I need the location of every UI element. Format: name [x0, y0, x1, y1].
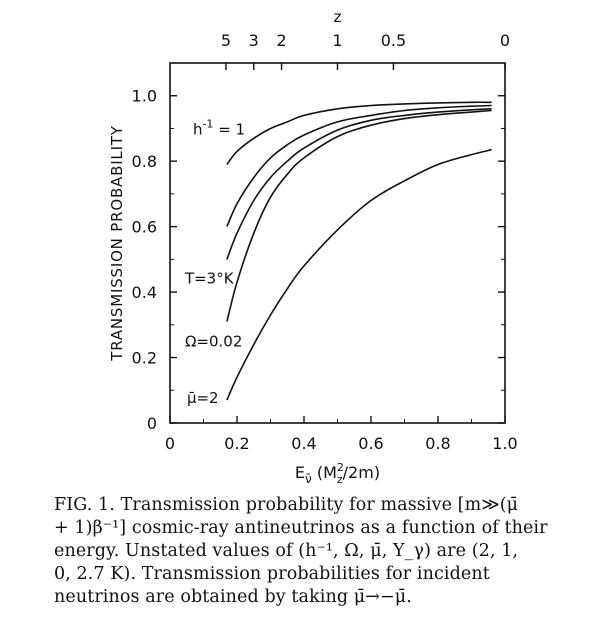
- x-axis-title-part: 2: [337, 461, 344, 474]
- y-tick-label: 1.0: [132, 87, 157, 106]
- curve-label-sup: -1: [202, 117, 213, 130]
- series-line-2: [226, 104, 492, 227]
- curve-label: Ω=0.02: [185, 333, 242, 351]
- series-curves: [226, 101, 492, 401]
- series-line-5: [226, 148, 492, 401]
- plot-area: [169, 62, 506, 424]
- y-axis-title: TRANSMISSION PROBABILITY: [108, 125, 126, 361]
- x-tick-label: 1.0: [492, 434, 517, 453]
- curve-label: T=3°K: [184, 269, 235, 287]
- series-line-4: [226, 109, 492, 322]
- axis-labels: 00.20.40.60.81.00 0.2 0.4 0.6 0.8 1.05 3 2 1 0.5 0…: [108, 8, 518, 486]
- x-axis-title: Eν̄ (M2 z/2m): [295, 461, 380, 486]
- y-tick-label: 0.2: [132, 349, 157, 368]
- x-axis-title-part: (M: [312, 463, 337, 482]
- top-axis-label: z: [334, 8, 342, 26]
- curve-label-text: h: [193, 120, 203, 138]
- x-axis-title-part: z: [337, 473, 343, 486]
- top-tick-label: 0.5: [381, 31, 406, 50]
- top-tick-label: 3: [249, 31, 259, 50]
- curve-label-tail: = 1: [213, 120, 245, 138]
- y-tick-label: 0: [147, 414, 157, 433]
- top-tick-label: 5: [221, 31, 231, 50]
- curve-label: μ̄=2: [187, 389, 219, 407]
- y-tick-label: 0.4: [132, 283, 157, 302]
- curve-label-text: T=3°K: [184, 269, 235, 287]
- top-tick-label: 2: [276, 31, 286, 50]
- chart: 00.20.40.60.81.00 0.2 0.4 0.6 0.8 1.05 3 2 1 0.5 0…: [108, 8, 518, 486]
- x-tick-label: 0.6: [358, 434, 383, 453]
- y-tick-label: 0.8: [132, 152, 157, 171]
- curve-label: h-1 = 1: [193, 117, 245, 138]
- plot-frame: [169, 62, 506, 424]
- curve-label-text: Ω=0.02: [185, 333, 242, 351]
- series-line-3: [226, 108, 492, 260]
- top-tick-label: 1: [332, 31, 342, 50]
- figure-caption: FIG. 1. Transmission probability for mas…: [54, 495, 548, 607]
- x-tick-label: 0.8: [425, 434, 450, 453]
- x-axis-title-part: E: [295, 463, 305, 482]
- x-axis-title-part: /2m): [343, 463, 380, 482]
- x-tick-label: 0.4: [291, 434, 316, 453]
- curve-label-text: μ̄=2: [187, 389, 219, 407]
- y-tick-label: 0.6: [132, 218, 157, 237]
- x-tick-label: 0: [165, 434, 175, 453]
- series-line-1: [226, 101, 492, 165]
- x-axis-title-part: ν̄: [305, 472, 312, 486]
- top-tick-label: 0: [500, 31, 510, 50]
- x-tick-label: 0.2: [224, 434, 249, 453]
